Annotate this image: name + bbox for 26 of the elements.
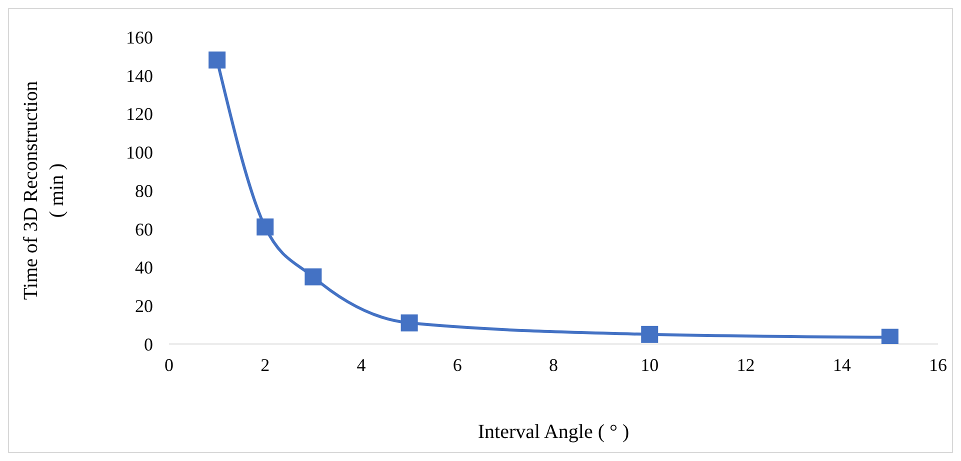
x-tick-label: 4 — [356, 354, 366, 375]
y-tick-label: 120 — [126, 104, 153, 124]
point — [208, 52, 226, 69]
x-axis-title: Interval Angle ( ° ) — [478, 421, 630, 443]
x-tick-label: 10 — [640, 354, 659, 375]
y-tick-label: 20 — [135, 296, 153, 316]
y-tick-label: 80 — [135, 180, 153, 201]
point — [256, 218, 274, 236]
point — [304, 268, 322, 286]
point — [400, 314, 418, 332]
y-axis-title: Time of 3D Reconstruction ( min ) — [20, 81, 68, 300]
x-tick-label: 2 — [260, 354, 270, 375]
x-tick-label: 12 — [736, 354, 755, 375]
y-tick-label: 160 — [126, 27, 153, 48]
y-tick-label: 40 — [135, 258, 153, 278]
y-tick-label: 0 — [144, 334, 153, 354]
x-tick-label: 14 — [832, 354, 851, 375]
y-tick-label: 60 — [135, 219, 153, 240]
x-tick-label: 0 — [164, 354, 174, 375]
point — [881, 328, 898, 344]
y-tick-label: 140 — [126, 66, 153, 86]
x-tick-label: 16 — [929, 354, 947, 375]
x-tick-label: 6 — [452, 354, 462, 375]
point — [641, 326, 658, 343]
y-tick-label: 100 — [126, 142, 153, 163]
x-tick-label: 8 — [549, 354, 558, 375]
